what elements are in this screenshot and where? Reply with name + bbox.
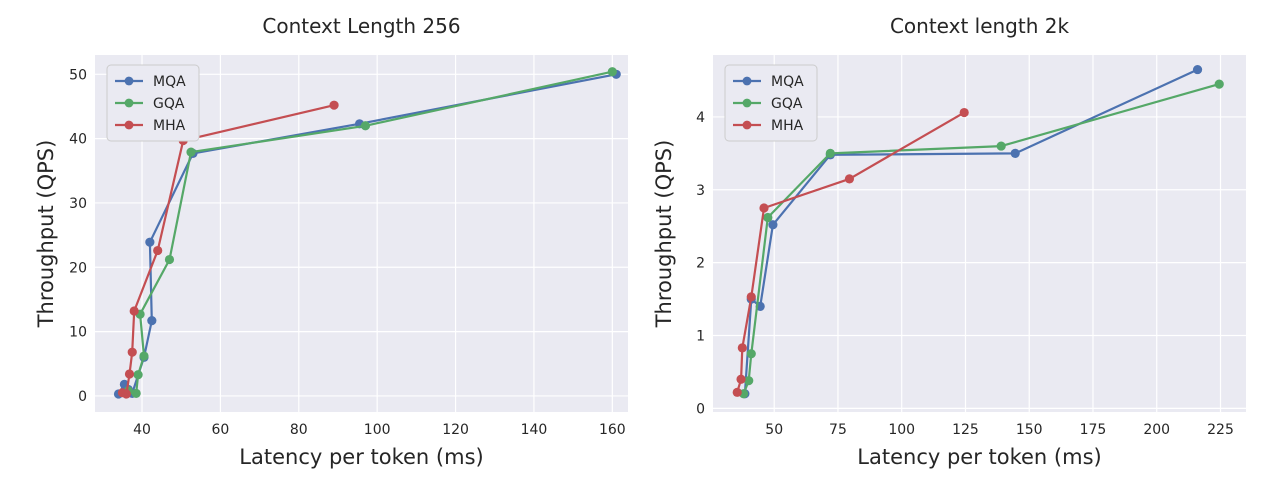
legend-marker-mqa <box>124 76 134 86</box>
legend-label-mha: MHA <box>153 118 186 134</box>
data-point <box>763 212 773 223</box>
legend-label-mqa: MQA <box>771 74 804 90</box>
y-tick-label: 4 <box>696 110 705 126</box>
legend-marker-mqa <box>742 76 752 86</box>
legend-marker-mha <box>124 120 134 130</box>
data-point <box>844 174 855 184</box>
series-mha <box>732 107 969 397</box>
legend-marker-gqa <box>124 98 134 108</box>
data-point <box>744 376 754 386</box>
y-tick-label: 0 <box>78 389 87 405</box>
legend-label-mha: MHA <box>771 118 804 134</box>
legend-label-mqa: MQA <box>153 74 186 90</box>
data-point <box>133 370 143 380</box>
chart-panel-2: 50 75 100 125 150 175 200 225 0 1 2 3 4 Context lengt… <box>652 14 1246 469</box>
data-point <box>153 245 163 256</box>
data-point <box>746 292 756 302</box>
x-axis-label: Latency per token (ms) <box>239 445 483 469</box>
y-axis-label: Throughput (QPS) <box>34 140 58 329</box>
data-point <box>186 147 196 157</box>
x-tick-label: 40 <box>133 422 151 438</box>
y-tick-label: 2 <box>696 256 705 272</box>
chart-panel-1: 40 60 80 100 120 140 160 0 10 20 30 40 50 Context Len… <box>34 14 628 469</box>
data-point <box>147 316 157 326</box>
data-point <box>145 237 155 247</box>
data-point <box>164 254 175 265</box>
x-tick-label: 200 <box>1143 422 1170 438</box>
x-tick-label: 100 <box>364 422 391 438</box>
data-point <box>124 369 135 379</box>
legend-label-gqa: GQA <box>771 96 803 112</box>
data-point <box>360 121 371 131</box>
y-tick-label: 30 <box>69 196 87 212</box>
x-tick-label: 225 <box>1207 422 1234 438</box>
series-gqa <box>739 79 1224 399</box>
legend: MQA GQA MHA <box>106 64 200 142</box>
data-point <box>1192 64 1203 75</box>
chart-title: Context Length 256 <box>262 14 460 38</box>
x-tick-label: 80 <box>290 422 308 438</box>
y-tick-label: 1 <box>696 329 705 345</box>
x-tick-label: 175 <box>1080 422 1107 438</box>
data-point <box>825 148 835 158</box>
data-point <box>127 347 137 357</box>
series-gqa <box>123 67 617 398</box>
legend-marker-gqa <box>742 98 752 108</box>
data-point <box>996 141 1006 151</box>
x-tick-label: 150 <box>1016 422 1043 438</box>
y-tick-label: 0 <box>696 401 705 417</box>
legend: MQA GQA MHA <box>724 64 818 142</box>
y-tick-label: 10 <box>69 325 87 341</box>
data-point <box>759 203 769 213</box>
legend-label-gqa: GQA <box>153 96 185 112</box>
y-tick-label: 40 <box>69 132 87 148</box>
legend-marker-mha <box>742 120 752 130</box>
data-point <box>131 388 141 398</box>
x-axis-label: Latency per token (ms) <box>857 445 1101 469</box>
data-point <box>129 306 139 316</box>
x-tick-label: 60 <box>211 422 229 438</box>
y-tick-label: 50 <box>69 67 87 83</box>
x-tick-label: 100 <box>888 422 915 438</box>
data-point <box>732 387 742 397</box>
x-tick-label: 120 <box>442 422 469 438</box>
data-point <box>139 351 149 361</box>
y-axis-label: Throughput (QPS) <box>652 140 676 329</box>
data-point <box>1214 79 1224 89</box>
x-tick-label: 140 <box>521 422 548 438</box>
data-point <box>768 220 778 230</box>
data-point <box>1010 148 1020 158</box>
data-point <box>121 389 131 399</box>
y-tick-label: 3 <box>696 183 705 199</box>
x-tick-label: 75 <box>829 422 847 438</box>
data-point <box>736 374 746 384</box>
x-tick-label: 160 <box>599 422 626 438</box>
data-point <box>746 349 756 359</box>
x-tick-label: 125 <box>952 422 979 438</box>
y-tick-label: 20 <box>69 260 87 276</box>
data-point <box>959 107 969 118</box>
chart-title: Context length 2k <box>890 14 1070 38</box>
data-point <box>329 100 339 110</box>
data-point <box>607 67 617 77</box>
data-point <box>737 343 747 353</box>
x-tick-label: 50 <box>765 422 783 438</box>
